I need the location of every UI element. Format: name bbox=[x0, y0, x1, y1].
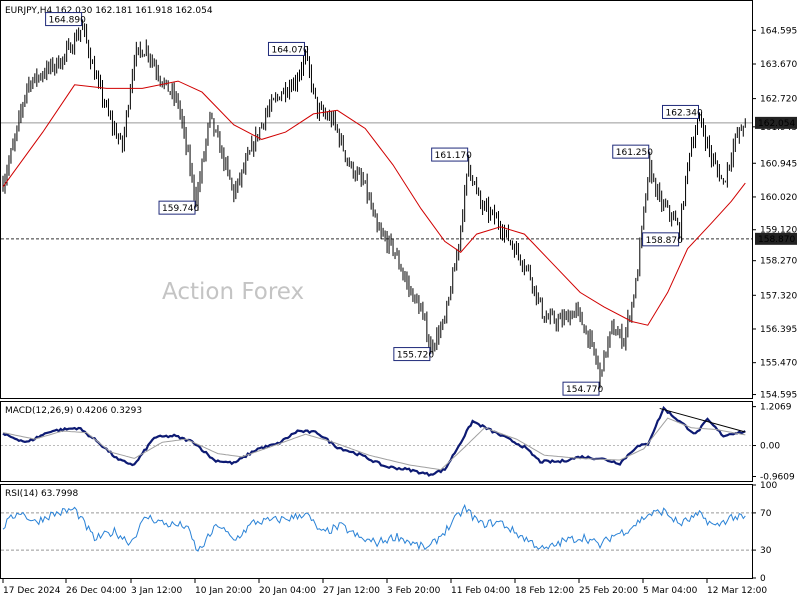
main-pane-frame bbox=[0, 0, 753, 399]
axis-price-box-1 bbox=[755, 232, 797, 245]
xtick-label-10: 5 Mar 04:00 bbox=[643, 586, 698, 596]
main-ytick-label-10: 155.470 bbox=[760, 359, 797, 369]
main-ytick-label-2: 162.720 bbox=[760, 95, 797, 105]
price-annotation-0: 164.890 bbox=[49, 16, 86, 26]
xtick-label-6: 3 Feb 20:00 bbox=[387, 586, 441, 596]
xtick-label-11: 12 Mar 12:00 bbox=[707, 586, 767, 596]
xtick-label-7: 11 Feb 04:00 bbox=[451, 586, 510, 596]
watermark: Action Forex bbox=[162, 279, 304, 305]
axis-price-label-1: 158.870 bbox=[758, 235, 795, 245]
rsi-ytick-label-0: 100 bbox=[760, 481, 777, 491]
main-ytick-label-9: 156.395 bbox=[760, 325, 797, 335]
axis-labels-layer: 164.595163.670162.720161.945160.945160.0… bbox=[2, 26, 797, 596]
rsi-series bbox=[2, 503, 746, 552]
price-annotation-2: 164.070 bbox=[271, 45, 308, 55]
xtick-label-5: 27 Jan 12:00 bbox=[323, 586, 380, 596]
annotation-box-3 bbox=[431, 147, 469, 162]
price-annotation-8: 154.770 bbox=[566, 385, 603, 395]
price-series-layer: 164.890 159.740 164.070 161.170 155.720 161.2… bbox=[1, 12, 752, 396]
macd-series-1 bbox=[2, 417, 746, 471]
annotation-box-6 bbox=[642, 232, 680, 247]
annotation-box-1 bbox=[158, 200, 196, 215]
main-ytick-label-0: 164.595 bbox=[760, 26, 797, 36]
annotation-box-2 bbox=[267, 41, 305, 56]
rsi-ytick-label-1: 70 bbox=[760, 509, 772, 519]
main-ytick-label-8: 157.320 bbox=[760, 291, 797, 301]
price-annotation-3: 161.170 bbox=[435, 151, 472, 161]
macd-ytick-label-0: 1.2069 bbox=[760, 403, 792, 413]
annotation-box-0 bbox=[45, 12, 83, 27]
main-ytick-label-7: 158.270 bbox=[760, 257, 797, 267]
rsi-ytick-label-3: 0 bbox=[760, 574, 766, 584]
macd-ytick-label-1: 0.00 bbox=[760, 442, 780, 452]
main-ytick-label-5: 160.020 bbox=[760, 193, 797, 203]
price-annotation-4: 155.720 bbox=[397, 351, 434, 361]
xtick-label-0: 17 Dec 2024 bbox=[3, 586, 61, 596]
axis-price-label-0: 162.054 bbox=[758, 119, 795, 129]
rsi-pane-frame bbox=[0, 484, 753, 579]
price-annotation-5: 161.250 bbox=[616, 148, 653, 158]
rsi-title: RSI(14) 63.7998 bbox=[5, 489, 78, 499]
rsi-ytick-label-2: 30 bbox=[760, 546, 772, 556]
macd-trendline bbox=[659, 407, 746, 433]
xtick-label-8: 18 Feb 12:00 bbox=[515, 586, 574, 596]
xtick-label-1: 26 Dec 04:00 bbox=[66, 586, 127, 596]
macd-ytick-label-2: -0.9609 bbox=[760, 473, 795, 483]
price-annotation-1: 159.740 bbox=[162, 204, 199, 214]
main-ytick-label-6: 159.120 bbox=[760, 226, 797, 236]
xtick-label-4: 20 Jan 04:00 bbox=[259, 586, 316, 596]
price-annotation-6: 158.870 bbox=[646, 236, 683, 246]
macd-pane-frame bbox=[0, 401, 753, 482]
macd-series-0 bbox=[2, 405, 746, 477]
main-ytick-label-1: 163.670 bbox=[760, 60, 797, 70]
xtick-label-3: 10 Jan 20:00 bbox=[195, 586, 252, 596]
macd-series-layer bbox=[1, 405, 752, 477]
price-annotation-7: 162.340 bbox=[666, 108, 703, 118]
axis-price-box-0 bbox=[755, 116, 797, 129]
annotation-box-7 bbox=[662, 104, 699, 119]
annotation-box-4 bbox=[393, 347, 431, 362]
xtick-label-9: 25 Feb 20:00 bbox=[579, 586, 638, 596]
rsi-series-layer bbox=[1, 503, 752, 552]
symbol-header: EURJPY,H4 162.030 162.181 161.918 162.05… bbox=[5, 6, 213, 16]
annotation-box-5 bbox=[612, 144, 650, 159]
macd-title: MACD(12,26,9) 0.4206 0.3293 bbox=[5, 406, 142, 416]
annotation-box-8 bbox=[562, 381, 600, 396]
main-ytick-label-11: 154.595 bbox=[760, 391, 797, 401]
moving-average-line bbox=[2, 80, 746, 326]
main-ytick-label-4: 160.945 bbox=[760, 159, 797, 169]
xtick-label-2: 3 Jan 12:00 bbox=[131, 586, 183, 596]
